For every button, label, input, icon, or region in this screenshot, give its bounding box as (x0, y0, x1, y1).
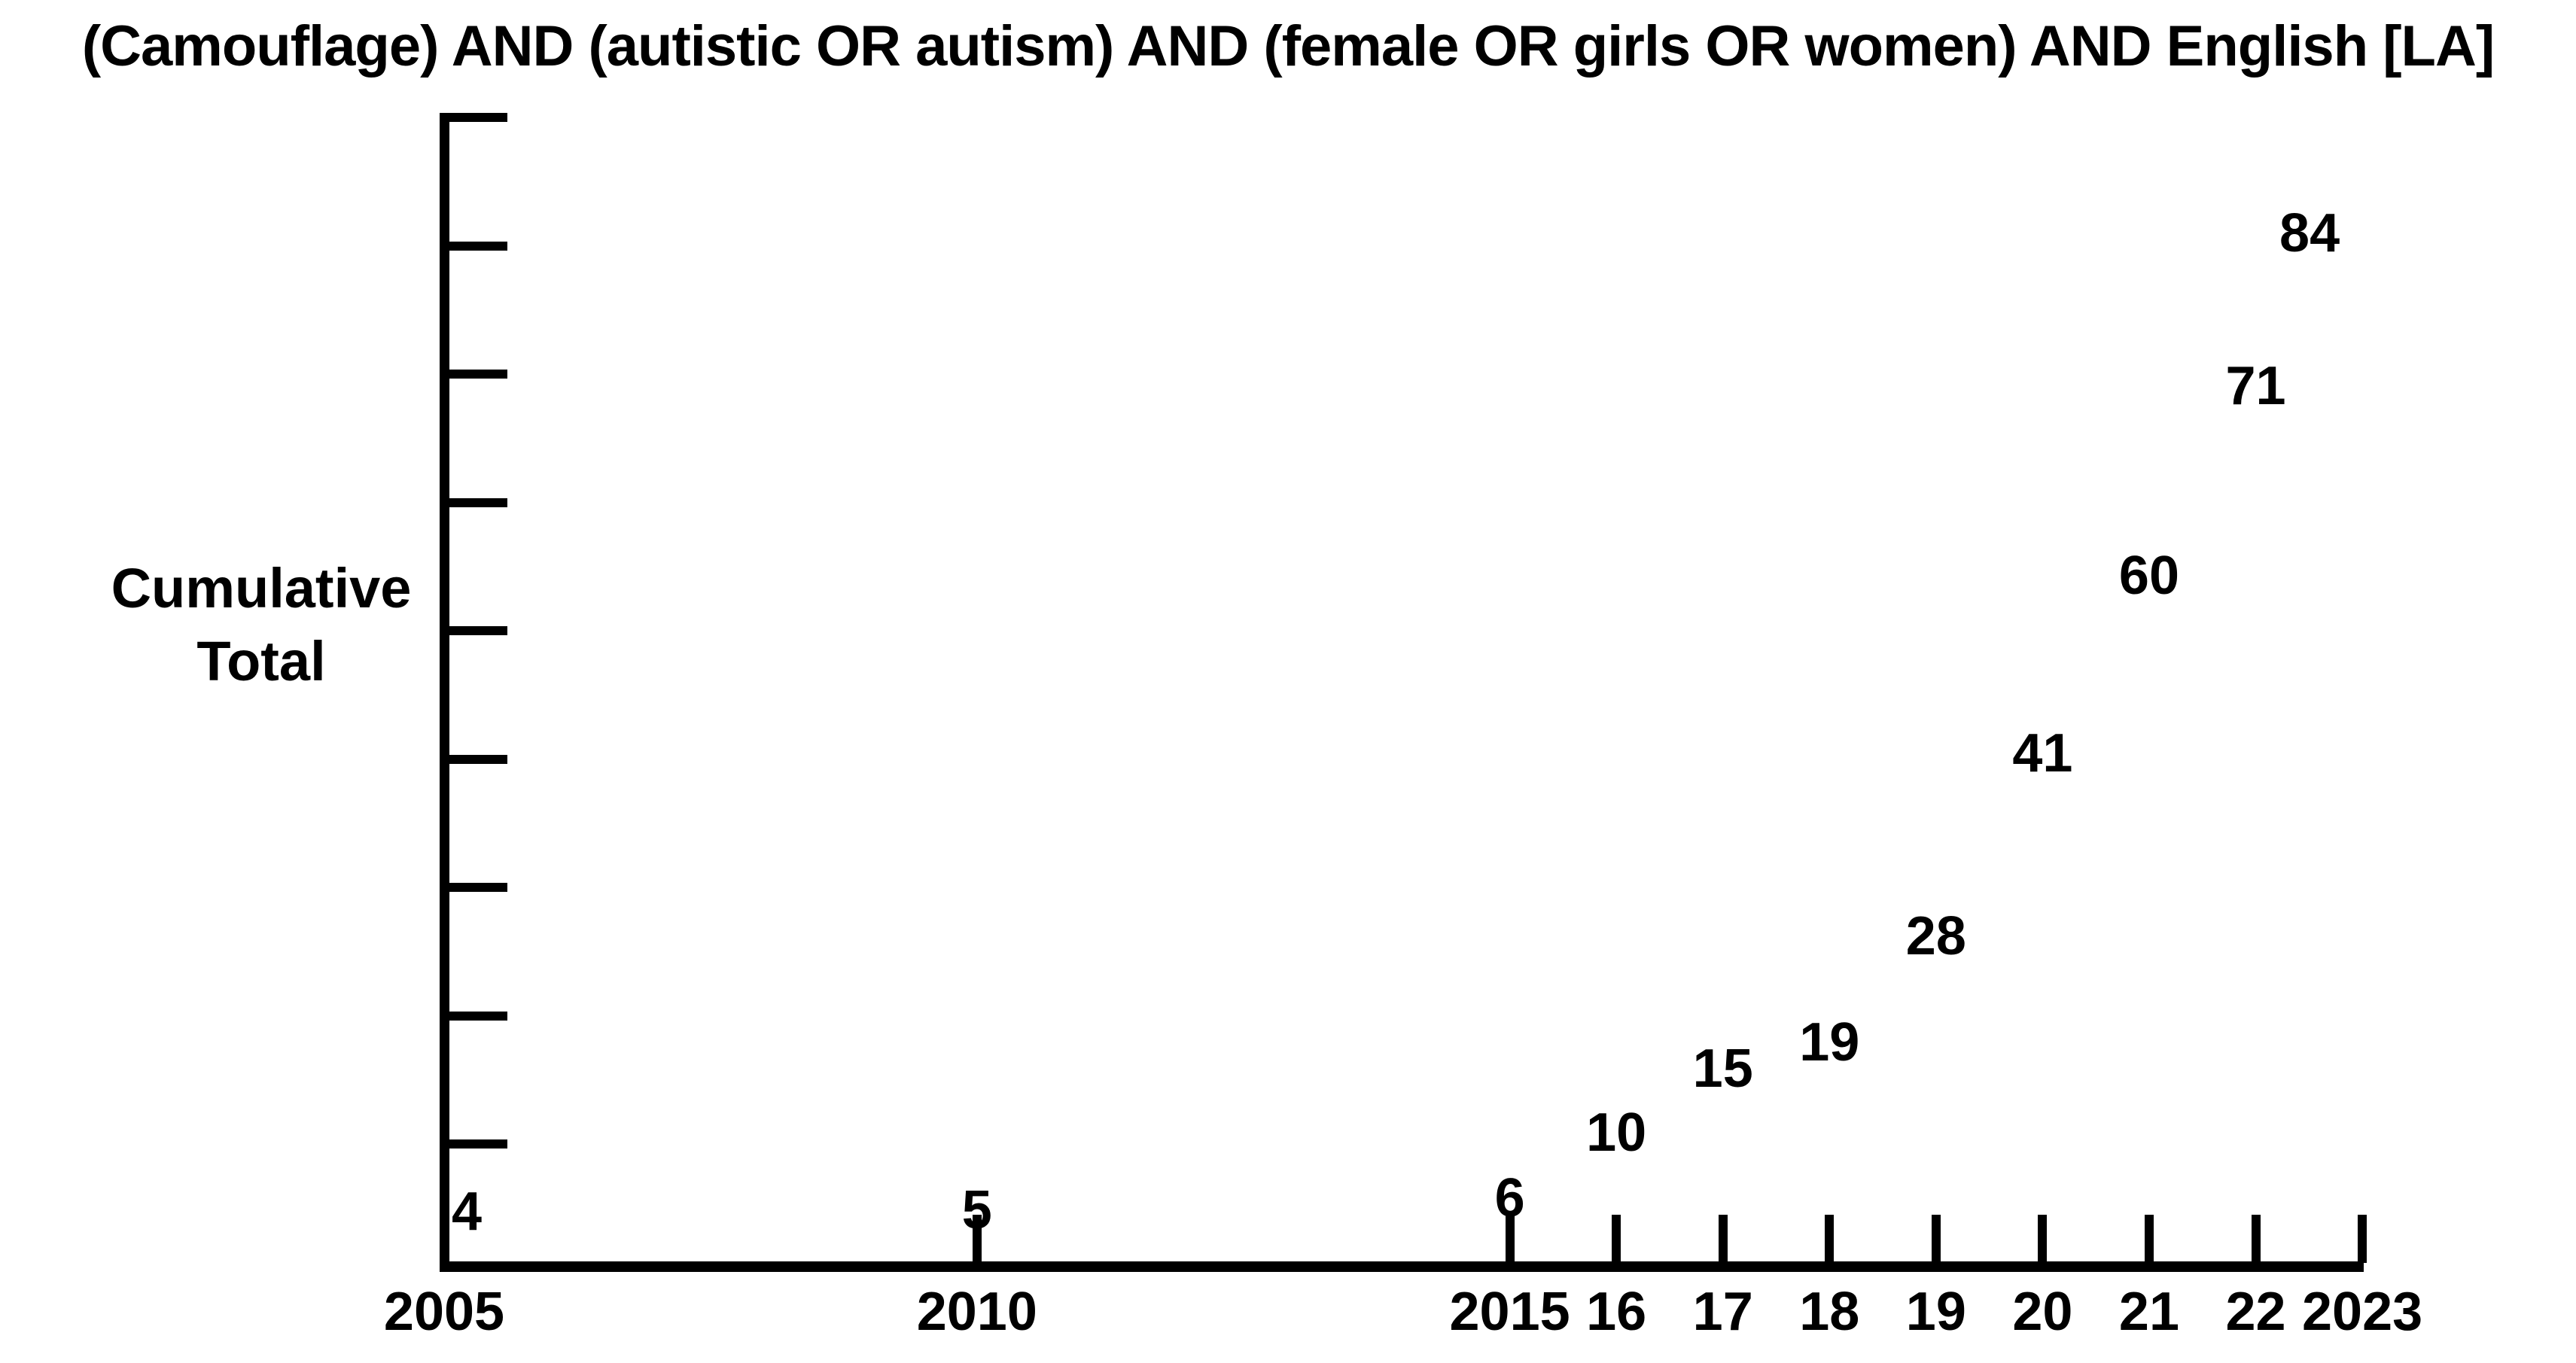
x-tick-label-2020: 20 (2012, 1282, 2073, 1342)
x-axis-tick-2019 (1931, 1215, 1941, 1263)
x-axis-tick-2018 (1825, 1215, 1835, 1263)
data-point-label-2017: 15 (1692, 1039, 1753, 1099)
x-axis-tick-2021 (2144, 1215, 2154, 1263)
data-point-label-2019: 28 (1905, 906, 1966, 966)
x-axis-tick-2023 (2358, 1215, 2367, 1263)
x-axis-tick-2015 (1505, 1215, 1515, 1263)
data-point-label-2020: 41 (2012, 723, 2073, 783)
y-axis-tick (444, 626, 507, 635)
y-axis-tick (444, 883, 507, 892)
y-axis-tick (444, 241, 507, 251)
x-axis-tick-2010 (972, 1215, 982, 1263)
y-axis-label-line2: Total (196, 630, 326, 692)
x-tick-label-2010: 2010 (916, 1282, 1037, 1342)
x-tick-label-2016: 16 (1586, 1282, 1647, 1342)
y-axis-tick (444, 754, 507, 764)
data-point-label-2022: 71 (2225, 356, 2286, 416)
data-point-label-2018: 19 (1799, 1012, 1860, 1072)
x-axis-tick-2022 (2251, 1215, 2261, 1263)
y-axis-tick (444, 113, 507, 122)
data-point-label-2015: 6 (1494, 1168, 1525, 1228)
x-tick-label-2021: 21 (2118, 1282, 2179, 1342)
y-axis-tick (444, 1139, 507, 1149)
y-axis-tick (444, 1011, 507, 1021)
chart-title: (Camouflage) AND (autistic OR autism) AN… (81, 14, 2495, 78)
x-tick-label-2022: 22 (2225, 1282, 2286, 1342)
x-tick-label-2017: 17 (1692, 1282, 1753, 1342)
data-point-label-2010: 5 (961, 1180, 992, 1240)
y-axis-tick (444, 497, 507, 507)
x-tick-label-2015: 2015 (1449, 1282, 1570, 1342)
x-tick-label-2005: 2005 (383, 1282, 505, 1342)
y-axis-tick (444, 370, 507, 379)
y-axis-label-line1: Cumulative (111, 557, 412, 619)
data-point-label-2005: 4 (451, 1182, 483, 1242)
data-point-label-2023: 84 (2279, 203, 2340, 263)
x-tick-label-2019: 19 (1905, 1282, 1966, 1342)
x-axis-tick-2020 (2038, 1215, 2048, 1263)
x-tick-label-2018: 18 (1799, 1282, 1860, 1342)
data-point-label-2021: 60 (2118, 546, 2179, 606)
x-axis-tick-2017 (1718, 1215, 1728, 1263)
x-tick-label-2023: 2023 (2301, 1282, 2423, 1342)
data-point-label-2016: 10 (1586, 1103, 1647, 1163)
x-axis-line (440, 1261, 2364, 1272)
y-axis-line (440, 113, 449, 1272)
x-axis-tick-2016 (1612, 1215, 1621, 1263)
y-axis-label: Cumulative Total (73, 552, 449, 698)
